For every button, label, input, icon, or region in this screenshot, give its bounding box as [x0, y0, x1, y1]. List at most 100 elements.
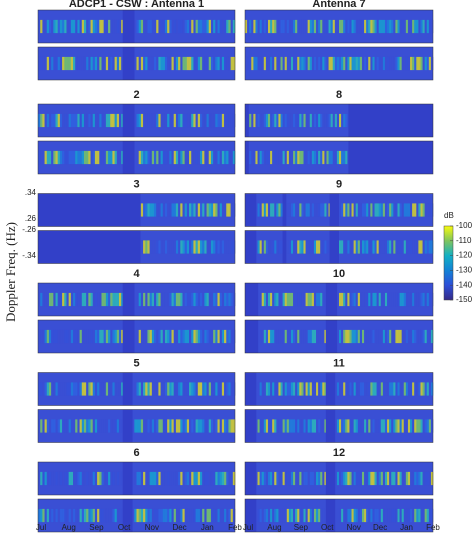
spectrogram-cell — [272, 150, 275, 165]
spectrogram-cell — [224, 113, 227, 128]
spectrogram-cell — [353, 329, 356, 344]
spectrogram-cell — [90, 113, 93, 128]
spectrogram-cell — [51, 329, 54, 344]
spectrogram-cell — [405, 292, 409, 307]
spectrogram-cell — [116, 329, 120, 344]
spectrogram-cell — [286, 113, 290, 128]
spectrogram-cell — [110, 292, 113, 307]
spectrogram-cell — [136, 419, 139, 433]
spectrogram-cell — [66, 508, 69, 523]
spectrogram-cell — [322, 471, 325, 486]
spectrogram-cell — [403, 19, 407, 34]
spectrogram-cell — [270, 240, 273, 254]
spectrogram-cell — [143, 292, 146, 307]
spectrogram-cell — [322, 382, 325, 396]
spectrogram-cell — [372, 203, 375, 217]
spectrogram-cell — [322, 419, 325, 433]
spectrogram-cell — [251, 150, 254, 165]
spectrogram-cell — [143, 382, 146, 396]
spectrogram-cell — [215, 508, 218, 523]
spectrogram-cell — [347, 203, 350, 217]
spectrogram-cell — [175, 382, 179, 396]
spectrogram-cell — [416, 419, 419, 433]
spectrogram-cell — [164, 113, 168, 128]
spectrogram-cell — [295, 150, 298, 165]
spectrogram-cell — [73, 19, 76, 34]
spectrogram-cell — [326, 19, 329, 34]
spectrogram-cell — [336, 382, 340, 396]
spectrogram-cell — [401, 56, 404, 71]
spectrogram-cell — [357, 203, 361, 217]
spectrogram-cell — [295, 419, 298, 433]
spectrogram-cell — [339, 19, 342, 34]
spectrogram-cell — [178, 329, 181, 344]
spectrogram-cell — [178, 419, 181, 433]
spectrogram-cell — [116, 508, 120, 523]
spectrogram-cell — [395, 419, 398, 433]
spectrogram-cell — [297, 56, 300, 71]
spectrogram-cell — [103, 508, 107, 523]
spectrogram-cell — [347, 508, 350, 523]
spectrogram-cell — [193, 203, 196, 217]
spectrogram-cell — [305, 329, 308, 344]
spectrogram-cell — [307, 240, 310, 254]
spectrogram-cell — [270, 203, 273, 217]
spectrogram-cell — [251, 113, 254, 128]
spectrogram-cell — [108, 113, 111, 128]
spectrogram-cell — [299, 419, 302, 433]
spectrogram-cell — [397, 508, 400, 523]
spectrogram-cell — [206, 292, 209, 307]
spectrogram-cell — [320, 508, 323, 523]
spectrogram-cell — [265, 329, 269, 344]
spectrogram-cell — [378, 508, 381, 523]
spectrogram-cell — [330, 113, 333, 128]
spectrogram-cell — [303, 382, 306, 396]
spectrogram-cell — [345, 329, 348, 344]
spectrogram-cell — [90, 382, 93, 396]
spectrogram-cell — [267, 150, 271, 165]
spectrogram-cell — [81, 19, 85, 34]
spectrogram-cell — [395, 508, 398, 523]
spectrogram-cell — [412, 471, 415, 486]
spectrogram-cell — [121, 150, 124, 165]
spectrogram-cell — [372, 292, 375, 307]
spectrogram-cell — [403, 203, 407, 217]
spectrogram-cell — [138, 382, 142, 396]
spectrogram-cell — [309, 203, 313, 217]
spectrogram-cell — [173, 150, 177, 165]
x-tick-label: Jan — [201, 523, 214, 532]
spectrogram-cell — [195, 150, 198, 165]
spectrogram-cell — [382, 382, 386, 396]
spectrogram-cell — [247, 19, 250, 34]
spectrogram-cell — [397, 203, 400, 217]
spectrogram-cell — [359, 292, 363, 307]
strip-frame — [244, 103, 434, 138]
spectrogram-cell — [245, 56, 248, 71]
spectrogram-cell — [412, 508, 415, 523]
spectrogram-cell — [412, 203, 415, 217]
spectrogram-cell — [221, 329, 225, 344]
spectrogram-cell — [249, 150, 252, 165]
spectrogram-cell — [149, 113, 153, 128]
spectrogram-cell — [208, 471, 212, 486]
colorbar — [443, 225, 454, 301]
spectrogram-cell — [267, 419, 271, 433]
spectrogram-cell — [290, 19, 294, 34]
spectrogram-cell — [403, 508, 407, 523]
spectrogram-cell — [213, 150, 216, 165]
spectrogram-cell — [81, 508, 85, 523]
spectrogram-cell — [46, 150, 50, 165]
spectrogram-cell — [368, 419, 371, 433]
spectrogram-cell — [265, 471, 269, 486]
spectrogram-cell — [217, 240, 220, 254]
spectrogram-cell — [68, 471, 72, 486]
spectrogram-cell — [77, 56, 80, 71]
spectrogram-cell — [103, 56, 107, 71]
spectrogram-cell — [297, 19, 300, 34]
spectrogram-cell — [395, 329, 398, 344]
spectrogram-cell — [202, 113, 205, 128]
spectrogram-cell — [407, 56, 411, 71]
spectrogram-cell — [145, 382, 148, 396]
spectrogram-cell — [171, 508, 174, 523]
spectrogram-cell — [217, 471, 220, 486]
